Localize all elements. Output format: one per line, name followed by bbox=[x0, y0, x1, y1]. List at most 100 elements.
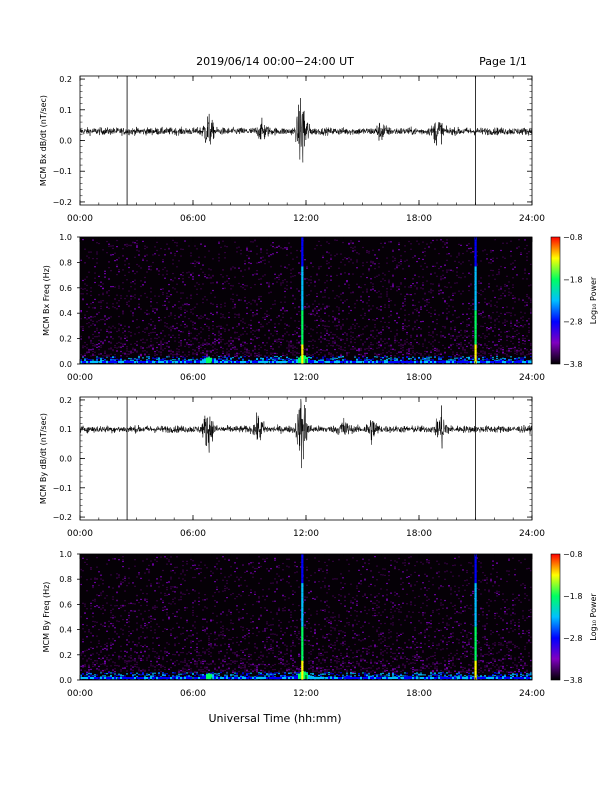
spectrogram-cell bbox=[530, 342, 532, 345]
spectrogram-cell bbox=[238, 282, 240, 285]
spectrogram-cell bbox=[518, 246, 520, 248]
spectrogram-cell bbox=[380, 339, 382, 341]
spectrogram-cell bbox=[424, 255, 426, 257]
spectrogram-cell bbox=[144, 354, 146, 356]
spectrogram-cell bbox=[82, 355, 84, 357]
spectrogram-cell bbox=[476, 255, 478, 257]
spectrogram-cell bbox=[120, 346, 122, 349]
spectrogram-cell bbox=[92, 239, 94, 241]
spectrogram-cell bbox=[92, 612, 94, 614]
spectrogram-cell bbox=[256, 337, 258, 339]
spectrogram-cell bbox=[354, 355, 356, 357]
spectrogram-cell bbox=[300, 324, 302, 326]
spectrogram-cell bbox=[82, 239, 84, 241]
spectrogram-cell bbox=[152, 331, 154, 333]
spectrogram-cell bbox=[420, 359, 422, 361]
spectrogram-cell bbox=[358, 253, 360, 255]
spectrogram-cell bbox=[500, 249, 502, 252]
spectrogram-cell bbox=[202, 344, 204, 346]
spectrogram-cell bbox=[492, 349, 494, 352]
spectrogram-cell bbox=[202, 264, 204, 266]
spectrogram-cell bbox=[520, 252, 522, 254]
spectrogram-cell bbox=[272, 253, 274, 255]
spectrogram-cell bbox=[106, 656, 108, 659]
spectrogram-cell bbox=[234, 332, 236, 334]
spectrogram-cell bbox=[110, 331, 112, 333]
spectrogram-cell bbox=[102, 671, 104, 673]
spectrogram-cell bbox=[408, 265, 410, 267]
spectrogram-cell bbox=[116, 342, 118, 344]
spectrogram-cell bbox=[196, 293, 198, 295]
spectrogram-cell bbox=[496, 359, 498, 362]
spectrogram-cell bbox=[108, 341, 110, 343]
spectrogram-cell bbox=[92, 354, 94, 356]
spectrogram-cell bbox=[300, 329, 302, 331]
spectrogram-cell bbox=[476, 323, 478, 325]
spectrogram-cell bbox=[250, 287, 252, 289]
spectrogram-low-band bbox=[322, 360, 324, 363]
spectrogram-cell bbox=[250, 354, 252, 357]
spectrogram-low-band bbox=[410, 361, 412, 363]
spectrogram-cell bbox=[80, 293, 82, 295]
spectrogram-cell bbox=[338, 337, 340, 339]
spectrogram-cell bbox=[300, 344, 302, 346]
spectrogram-cell bbox=[344, 257, 346, 259]
spectrogram-cell bbox=[184, 354, 186, 356]
spectrogram-cell bbox=[236, 314, 238, 316]
spectrogram-low-band bbox=[176, 361, 178, 363]
spectrogram-cell bbox=[338, 356, 340, 358]
spectrogram-cell bbox=[98, 346, 100, 348]
spectrogram-cell bbox=[198, 317, 200, 320]
spectrogram-cell bbox=[328, 358, 330, 360]
spectrogram-cell bbox=[348, 273, 350, 275]
spectrogram-cell bbox=[382, 340, 384, 342]
spectrogram-cell bbox=[126, 279, 128, 281]
spectrogram-cell bbox=[396, 360, 398, 362]
spectrogram-cell bbox=[198, 283, 200, 286]
spectrogram-cell bbox=[468, 357, 470, 360]
spectrogram-cell bbox=[258, 329, 260, 331]
spectrogram-cell bbox=[334, 359, 336, 361]
spectrogram-cell bbox=[120, 346, 122, 348]
spectrogram-cell bbox=[136, 246, 138, 248]
spectrogram-cell bbox=[482, 359, 484, 361]
spectrogram-event-stripe bbox=[301, 344, 304, 350]
spectrogram-cell bbox=[316, 292, 318, 295]
spectrogram-cell bbox=[282, 339, 284, 341]
spectrogram-cell bbox=[440, 279, 442, 281]
spectrogram-cell bbox=[80, 569, 82, 571]
spectrogram-cell bbox=[90, 339, 92, 342]
spectrogram-cell bbox=[438, 357, 440, 359]
spectrogram-cell bbox=[490, 251, 492, 253]
spectrogram-cell bbox=[394, 349, 396, 351]
spectrogram-cell bbox=[80, 310, 82, 312]
spectrogram-cell bbox=[224, 360, 226, 362]
spectrogram-cell bbox=[334, 297, 336, 299]
spectrogram-cell bbox=[388, 298, 390, 300]
spectrogram-cell bbox=[422, 355, 424, 357]
spectrogram-cell bbox=[98, 357, 100, 359]
spectrogram-cell bbox=[332, 359, 334, 361]
spectrogram-cell bbox=[102, 360, 104, 362]
spectrogram-cell bbox=[360, 314, 362, 316]
spectrogram-cell bbox=[366, 338, 368, 340]
spectrogram-cell bbox=[380, 305, 382, 308]
spectrogram-cell bbox=[86, 347, 88, 349]
spectrogram-cell bbox=[252, 314, 254, 316]
spectrogram-cell bbox=[270, 244, 272, 246]
page-indicator: Page 1/1 bbox=[479, 55, 527, 68]
spectrogram-cell bbox=[386, 356, 388, 358]
spectrogram-cell bbox=[378, 344, 380, 346]
spectrogram-cell bbox=[168, 301, 170, 303]
spectrogram-low-band bbox=[420, 361, 422, 363]
spectrogram-cell bbox=[406, 331, 408, 334]
spectrogram-cell bbox=[518, 344, 520, 346]
spectrogram-cell bbox=[318, 324, 320, 327]
spectrogram-cell bbox=[134, 350, 136, 352]
spectrogram-cell bbox=[362, 273, 364, 275]
spectrogram-cell bbox=[454, 339, 456, 341]
spectrogram-cell bbox=[306, 306, 308, 308]
spectrogram-cell bbox=[422, 276, 424, 278]
spectrogram-cell bbox=[424, 353, 426, 355]
spectrogram-cell bbox=[324, 291, 326, 293]
